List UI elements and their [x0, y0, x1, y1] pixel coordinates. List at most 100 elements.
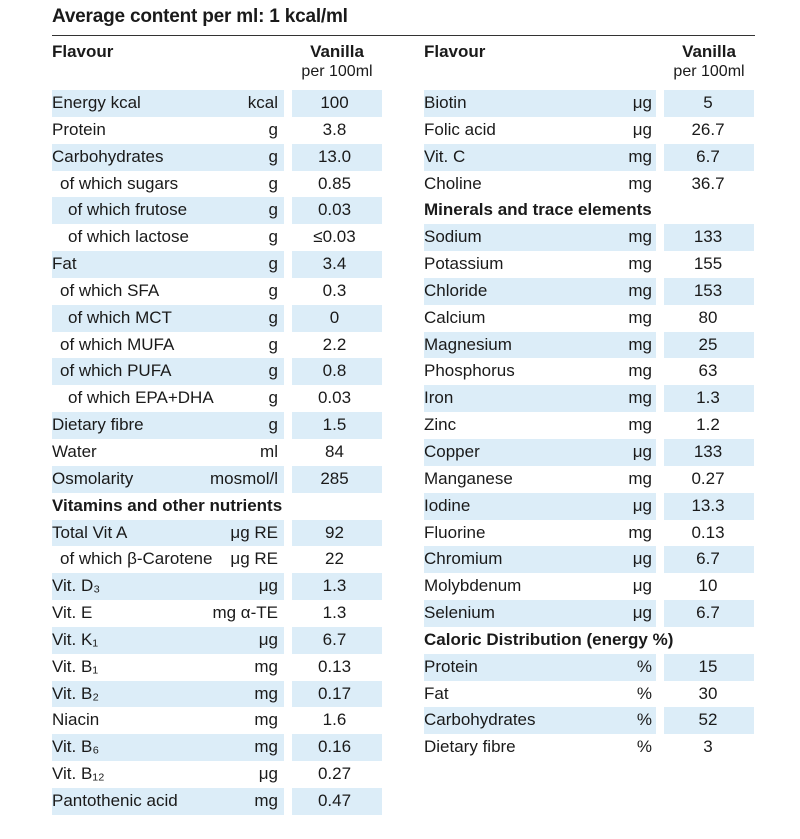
nutrient-value: 0.27 [691, 468, 725, 488]
nutrient-unit: g [268, 361, 278, 381]
cell-gap [284, 143, 292, 171]
table-row: Fat g 3.4 [52, 251, 382, 278]
nutrient-label: of which MCT [68, 307, 172, 327]
table-row: Fluorine mg 0.13 [424, 520, 754, 547]
nutrient-value: 0.13 [317, 656, 352, 676]
nutrient-value: 30 [698, 683, 718, 703]
flavour-label: Flavour [424, 42, 486, 61]
nutrient-unit: g [268, 280, 278, 300]
cell-gap [284, 465, 292, 493]
nutrient-label: Phosphorus [424, 361, 515, 381]
nutrient-unit: g [268, 119, 278, 139]
nutrient-unit: mg [628, 388, 652, 408]
nutrient-value: 22 [325, 549, 344, 569]
nutrient-label: Carbohydrates [52, 146, 164, 166]
nutrient-value: 1.6 [322, 710, 347, 730]
nutrient-value: 133 [693, 227, 723, 247]
nutrient-label: Folic acid [424, 119, 496, 139]
table-row: Choline mg 36.7 [424, 171, 754, 198]
table-row: Vit. D₃ μg 1.3 [52, 573, 382, 601]
table-row: Carbohydrates g 13.0 [52, 143, 382, 171]
table-row: Dietary fibre% 3 [424, 734, 754, 761]
nutrient-value: 133 [693, 441, 723, 461]
nutrient-value: 6.7 [322, 629, 347, 649]
table-row: Phosphorus mg 63 [424, 358, 754, 385]
nutrient-label: of which β-Carotene [60, 549, 213, 569]
section-heading-label: Vitamins and other nutrients [52, 495, 283, 515]
nutrient-value: 0.17 [317, 683, 352, 703]
table-row: Sodium mg 133 [424, 224, 754, 252]
table-row: Vit. C mg 6.7 [424, 143, 754, 171]
nutrient-unit: μg [632, 576, 652, 596]
table-row: Copper μg 133 [424, 438, 754, 466]
nutrient-value: 6.7 [696, 549, 720, 569]
nutrient-label: Dietary fibre [52, 415, 144, 435]
nutrient-label: Molybdenum [424, 576, 522, 596]
table-row: Vit. B₁₂ μg 0.27 [52, 761, 382, 788]
nutrient-label: of which MUFA [60, 334, 175, 354]
nutrient-label: of which frutose [68, 200, 188, 220]
nutrient-label: Selenium [424, 603, 495, 623]
table-row: of which β-Carotene μg RE 22 [52, 546, 382, 573]
per-100ml-label: per 100ml [301, 63, 373, 80]
nutrient-value: 155 [693, 254, 723, 274]
table-row: Vit. E mg α-TE 1.3 [52, 600, 382, 627]
nutrient-unit: mg [254, 737, 278, 757]
nutrient-label: Vit. E [52, 603, 93, 623]
nutrient-label: Biotin [424, 93, 467, 112]
nutrient-value: 36.7 [691, 173, 725, 193]
nutrient-value: 25 [698, 334, 718, 354]
nutrient-value: 0.3 [322, 280, 347, 300]
cell-gap [284, 412, 292, 439]
table-row: of which SFA g 0.3 [52, 278, 382, 305]
right-rows: Biotin μg 5 Folic acid μg 26.7 Vit. C mg 6.7 Chol… [424, 90, 754, 761]
nutrient-unit: mg [254, 656, 278, 676]
table-row: of which lactose g ≤0.03 [52, 224, 382, 251]
section-heading: Vitamins and other nutrients [52, 493, 382, 520]
nutrient-unit: mg [628, 227, 652, 247]
nutrient-label: Magnesium [424, 334, 512, 354]
nutrient-value: 26.7 [691, 119, 725, 139]
nutrient-label: Water [52, 441, 97, 461]
cell-gap [284, 251, 292, 278]
flavour-label: Flavour [52, 42, 114, 61]
table-row: Total Vit A μg RE 92 [52, 519, 382, 547]
nutrient-label: Vit. D₃ [52, 576, 101, 596]
nutrient-unit: g [268, 146, 278, 166]
cell-gap [656, 438, 664, 466]
nutrient-value: 0.47 [317, 790, 352, 810]
table-title: Average content per ml: 1 kcal/ml [52, 6, 348, 27]
nutrient-unit: g [268, 173, 278, 193]
nutrient-unit: % [636, 656, 652, 676]
cell-gap [656, 600, 664, 627]
table-row: Manganese mg 0.27 [424, 466, 754, 493]
nutrient-value: 1.5 [322, 415, 347, 435]
nutrient-label: Vit. B₁₂ [52, 764, 105, 784]
nutrient-unit: g [268, 227, 278, 247]
section-heading-label: Minerals and trace elements [424, 200, 652, 220]
section-heading-label: Caloric Distribution (energy %) [424, 629, 674, 649]
cell-gap [656, 224, 664, 252]
table-row: Calcium mg 80 [424, 305, 754, 332]
nutrient-label: Dietary fibre [424, 737, 516, 757]
cell-gap [656, 277, 664, 305]
left-column-header: Flavour Vanilla per 100ml [52, 36, 382, 90]
nutrient-value: 3 [703, 737, 713, 757]
cell-gap [284, 734, 292, 762]
title-divider [52, 35, 755, 36]
nutrient-unit: g [268, 415, 278, 435]
cell-gap [656, 492, 664, 520]
nutrient-label: Osmolarity [52, 468, 134, 488]
nutrient-label: Vit. C [424, 146, 466, 166]
nutrient-unit: mg α-TE [212, 603, 278, 623]
nutrient-unit: μg [632, 495, 652, 515]
table-row: Molybdenum μg 10 [424, 573, 754, 600]
cell-gap [284, 573, 292, 601]
nutrient-value: 3.8 [322, 119, 347, 139]
table-row: Potassium mg 155 [424, 251, 754, 278]
table-row: Energy kcal kcal 100 [52, 90, 382, 117]
table-row: Biotin μg 5 [424, 90, 754, 117]
nutrient-unit: mg [628, 522, 652, 542]
nutrient-value: 6.7 [696, 603, 720, 623]
nutrient-label: Chloride [424, 280, 488, 300]
